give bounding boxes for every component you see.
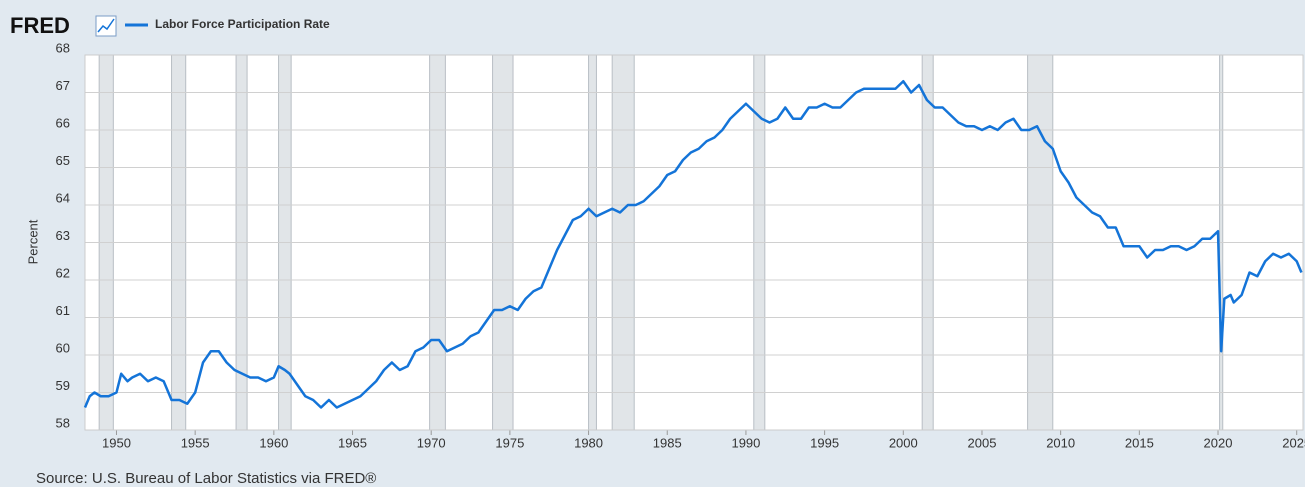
y-tick-label: 65 [56, 153, 70, 168]
x-tick-label: 1990 [731, 435, 760, 450]
series-line [83, 80, 1303, 409]
x-tick-label: 1980 [574, 435, 603, 450]
y-tick-label: 59 [56, 378, 70, 393]
x-tick-label: 1950 [102, 435, 131, 450]
y-tick-label: 63 [56, 228, 70, 243]
x-tick-label: 2020 [1204, 435, 1233, 450]
x-tick-label: 2010 [1046, 435, 1075, 450]
y-tick-label: 64 [56, 190, 70, 205]
y-tick-label: 66 [56, 115, 70, 130]
y-tick-label: 67 [56, 78, 70, 93]
x-tick-label: 1965 [338, 435, 367, 450]
y-axis-label: Percent [25, 219, 40, 264]
logo: FRED [10, 13, 70, 38]
x-tick-label: 1975 [495, 435, 524, 450]
y-tick-label: 61 [56, 303, 70, 318]
x-tick-label: 1985 [653, 435, 682, 450]
x-tick-label: 2000 [889, 435, 918, 450]
y-tick-label: 62 [56, 265, 70, 280]
plot-border [84, 54, 1304, 431]
y-tick-label: 58 [56, 415, 70, 430]
y-tick-label: 60 [56, 340, 70, 355]
x-tick-label: 2025 [1282, 435, 1305, 450]
x-tick-label: 1960 [259, 435, 288, 450]
x-tick-label: 2015 [1125, 435, 1154, 450]
x-tick-label: 1995 [810, 435, 839, 450]
x-tick-label: 2005 [968, 435, 997, 450]
legend-label: Labor Force Participation Rate [155, 17, 330, 31]
x-tick-label: 1970 [417, 435, 446, 450]
logo-icon [95, 15, 117, 37]
source: Source: U.S. Bureau of Labor Statistics … [36, 470, 376, 487]
y-tick-label: 68 [56, 40, 70, 55]
x-tick-label: 1955 [181, 435, 210, 450]
